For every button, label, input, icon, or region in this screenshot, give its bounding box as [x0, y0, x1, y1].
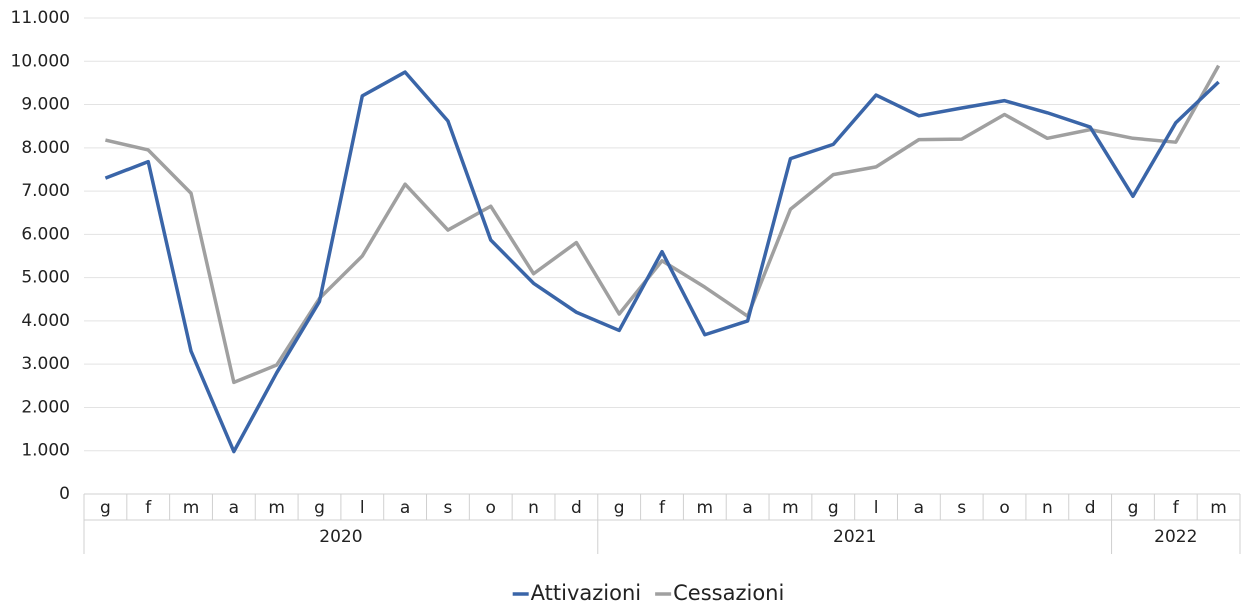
y-tick-label: 6.000	[21, 224, 70, 244]
legend-label: Cessazioni	[673, 581, 784, 605]
y-tick-label: 10.000	[11, 51, 70, 71]
x-tick-label: l	[874, 498, 879, 518]
x-tick-label: g	[828, 498, 839, 518]
x-tick-label: m	[183, 498, 200, 518]
x-tick-label: a	[914, 498, 924, 518]
y-tick-label: 9.000	[21, 95, 70, 115]
x-tick-label: n	[1042, 498, 1053, 518]
x-tick-label: g	[614, 498, 625, 518]
x-tick-label: s	[443, 498, 452, 518]
x-tick-label: a	[400, 498, 410, 518]
x-tick-label: l	[360, 498, 365, 518]
x-tick-label: o	[486, 498, 496, 518]
y-tick-label: 0	[59, 484, 70, 504]
x-tick-label: d	[1085, 498, 1096, 518]
y-tick-label: 1.000	[21, 441, 70, 461]
x-tick-label: f	[1173, 498, 1180, 518]
y-tick-label: 4.000	[21, 311, 70, 331]
x-tick-label: g	[1128, 498, 1139, 518]
x-tick-label: n	[528, 498, 539, 518]
legend-label: Attivazioni	[531, 581, 641, 605]
series-line	[105, 64, 1221, 385]
x-tick-label: m	[268, 498, 285, 518]
y-tick-label: 11.000	[11, 8, 70, 28]
x-tick-label: m	[782, 498, 799, 518]
y-tick-label: 3.000	[21, 354, 70, 374]
x-tick-label: a	[229, 498, 239, 518]
x-tick-label: m	[1210, 498, 1227, 518]
x-tick-label: g	[314, 498, 325, 518]
x-group-label: 2020	[319, 527, 362, 547]
y-tick-label: 7.000	[21, 181, 70, 201]
y-tick-label: 5.000	[21, 268, 70, 288]
x-tick-label: m	[697, 498, 714, 518]
x-tick-label: a	[742, 498, 752, 518]
series-line	[104, 70, 1220, 454]
x-tick-label: f	[145, 498, 152, 518]
x-tick-label: o	[999, 498, 1009, 518]
x-tick-label: s	[957, 498, 966, 518]
x-tick-label: f	[659, 498, 666, 518]
x-group-label: 2021	[833, 527, 876, 547]
y-tick-label: 2.000	[21, 397, 70, 417]
y-tick-label: 8.000	[21, 138, 70, 158]
x-tick-label: d	[571, 498, 582, 518]
x-group-label: 2022	[1154, 527, 1197, 547]
x-tick-label: g	[100, 498, 111, 518]
